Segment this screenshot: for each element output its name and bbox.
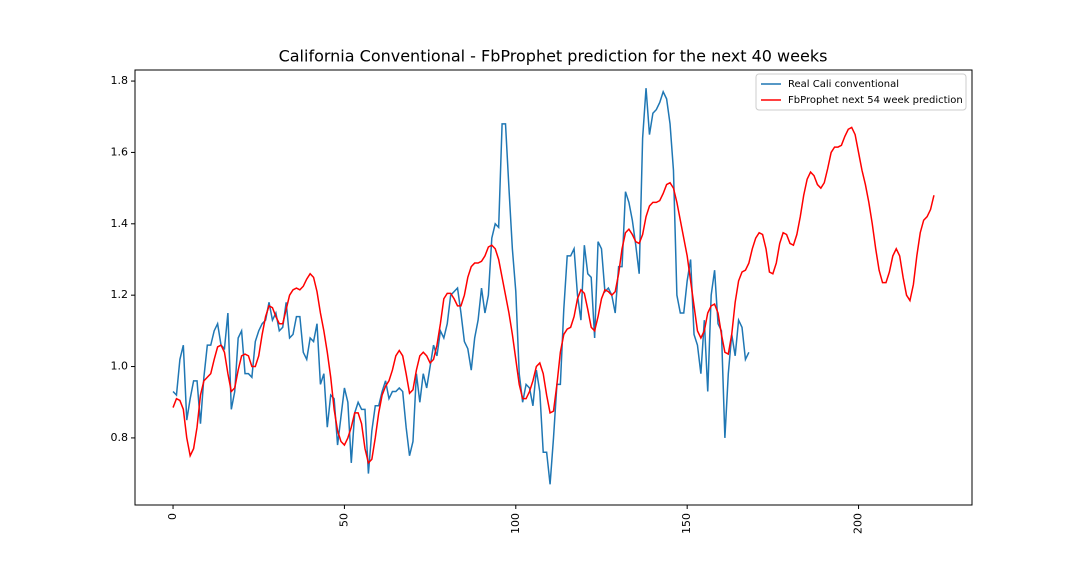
x-tick-label: 100	[509, 513, 522, 534]
y-tick-label: 1.8	[111, 74, 129, 87]
y-tick-label: 1.0	[111, 360, 129, 373]
y-tick-label: 0.8	[111, 431, 129, 444]
x-tick-label: 150	[680, 513, 693, 534]
legend-label: FbProphet next 54 week prediction	[788, 95, 963, 106]
series-line	[172, 126, 935, 465]
x-tick-label: 200	[852, 513, 865, 534]
plot-frame	[134, 69, 973, 506]
series-line	[172, 88, 750, 485]
y-tick-label: 1.2	[111, 288, 129, 301]
y-tick-label: 1.4	[111, 217, 129, 230]
x-tick-label: 50	[337, 513, 350, 527]
chart-title: California Conventional - FbProphet pred…	[279, 47, 828, 66]
legend-box	[755, 73, 967, 111]
y-tick-label: 1.6	[111, 145, 129, 158]
legend-label: Real Cali conventional	[788, 79, 899, 90]
x-tick-label: 0	[166, 513, 179, 520]
